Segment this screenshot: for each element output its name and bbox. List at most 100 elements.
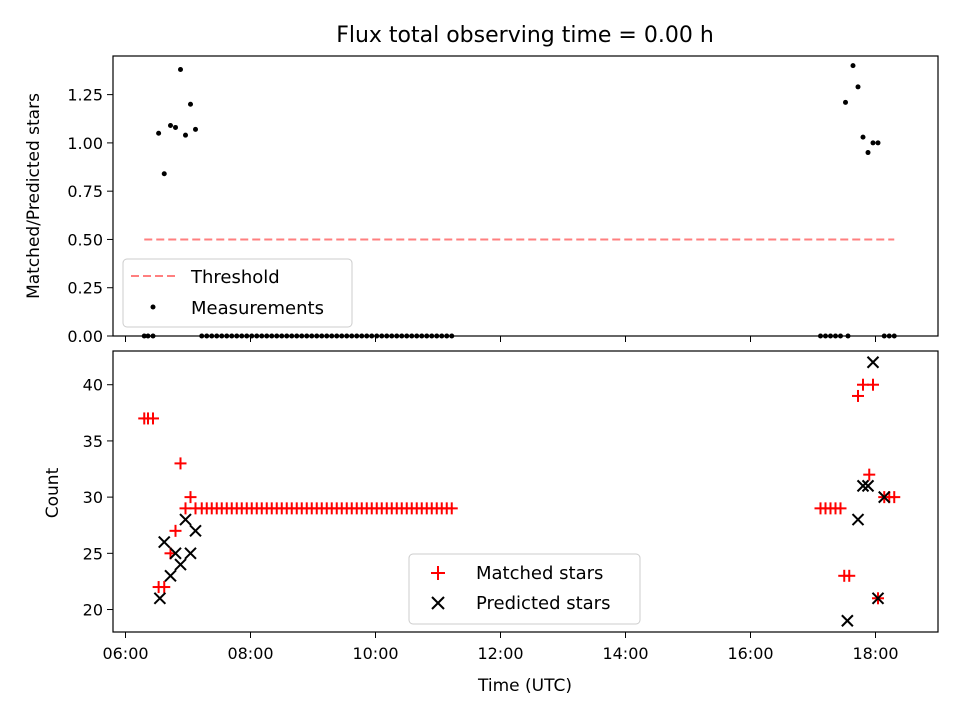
matched-stars-point [158,581,171,594]
y-tick-label: 0.75 [67,182,103,201]
measurement-point [850,63,856,69]
measurement-point [409,333,415,339]
count-legend: Matched stars Predicted stars [408,553,641,625]
matched-legend-swatch [431,566,445,580]
matched-stars-point [184,491,197,504]
measurements-legend-swatch [150,304,156,310]
measurement-point [424,333,430,339]
predicted-legend-swatch [431,596,445,610]
predicted-stars-point [164,569,177,583]
measurement-point [204,333,210,339]
measurement-point [249,333,255,339]
measurement-point [399,333,405,339]
measurement-point [269,333,275,339]
measurement-point [379,333,385,339]
matched-stars-point [169,524,182,537]
predicted-stars-point [179,513,192,526]
count-legend-box [408,553,641,625]
measurement-point [374,333,380,339]
measurement-point [865,150,871,156]
matched-stars-point [863,468,876,481]
y-tick-label: 0.50 [67,230,103,249]
measurement-point [145,333,151,339]
predicted-stars-point [878,490,891,504]
count-marks [138,356,901,627]
measurement-point [219,333,225,339]
y-tick-label: 1.00 [67,134,103,153]
measurement-point [274,333,280,339]
measurement-point [891,333,897,339]
measurement-point [209,333,215,339]
measurement-point [279,333,285,339]
measurement-point [329,333,335,339]
measurement-point [434,333,440,339]
measurement-point [319,333,325,339]
measurement-point [860,134,866,140]
ratio-legend: Threshold Measurements [122,258,353,328]
measurement-point [259,333,265,339]
count-panel-frame [112,350,939,633]
measurement-point [334,333,340,339]
count-x-ticks: 06:00 08:00 10:00 12:00 14:00 16:00 18:00 [102,632,899,663]
measurement-point [168,123,173,129]
count-panel: 20 25 30 35 40 06:00 08:00 10:00 12:00 14:00 16:0… [43,350,939,696]
measurement-point [818,333,823,339]
y-tick-label: 0.00 [67,327,103,346]
measurement-point [354,333,360,339]
predicted-stars-point [184,547,197,560]
y-tick-label: 25 [83,544,103,563]
measurement-point [339,333,345,339]
measurement-point [875,140,881,146]
measurement-point [178,67,183,73]
measurement-point [870,140,876,146]
measurement-point [193,126,198,132]
matched-stars-point [852,389,864,402]
measurement-point [349,333,355,339]
measurement-point [419,333,425,339]
measurement-point [141,333,147,339]
x-tick-label: 16:00 [727,644,773,663]
count-y-axis-label: Count [43,467,63,518]
measurement-point [234,333,240,339]
x-tick-label: 08:00 [227,644,273,663]
ratio-y-ticks: 0.00 0.25 0.50 0.75 1.00 1.25 [67,86,113,346]
measurement-point [404,333,410,339]
predicted-stars-point [841,614,854,627]
y-tick-label: 20 [83,601,103,620]
predicted-stars-point [169,547,182,560]
measurement-point [304,333,310,339]
measurement-point [369,333,375,339]
measurement-point [429,333,435,339]
predicted-stars-point [158,535,171,549]
measurement-point [444,333,450,339]
measurement-point [324,333,330,339]
matched-stars-point [147,412,159,425]
measurement-point [224,333,230,339]
measurement-point [264,333,270,339]
measurement-point [299,333,305,339]
predicted-stars-point [856,479,870,493]
y-tick-label: 40 [83,376,103,395]
x-tick-label: 18:00 [852,644,898,663]
x-tick-label: 06:00 [102,644,148,663]
measurement-point [881,333,887,339]
predicted-stars-point [871,592,885,605]
measurement-point [188,101,193,107]
ratio-marks [141,63,897,339]
measurement-point [156,130,162,136]
measurement-point [384,333,390,339]
chart-title: Flux total observing time = 0.00 h [336,23,714,48]
ratio-y-axis-label: Matched/Predicted stars [24,93,44,299]
measurement-point [843,99,848,105]
ratio-legend-box [122,258,353,328]
measurement-point [359,333,365,339]
measurement-point [309,333,315,339]
matched-stars-point [445,502,458,515]
measurement-point [294,333,300,339]
matched-legend-label: Matched stars [476,563,603,584]
x-tick-label: 10:00 [352,644,398,663]
measurement-point [199,333,205,339]
predicted-stars-point [866,356,880,369]
measurement-point [828,333,833,339]
